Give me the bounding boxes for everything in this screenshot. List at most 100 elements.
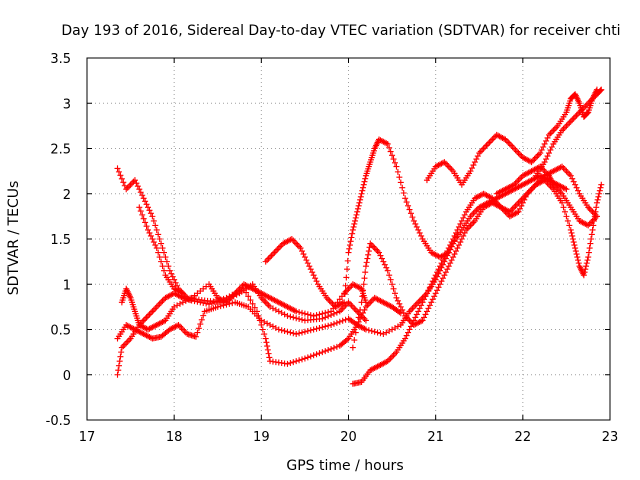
data-point [307,312,314,319]
data-point [394,297,401,304]
data-point [425,287,432,294]
data-point [566,222,573,229]
data-point [162,254,169,261]
data-point [336,318,343,325]
data-point [598,181,605,188]
data-point [434,269,441,276]
grid [87,58,610,420]
data-point [455,223,462,230]
data-point [437,263,444,270]
x-tick-label: 17 [79,430,96,445]
y-tick-label: 3.5 [50,52,71,67]
data-point [461,211,468,218]
data-point [134,183,141,190]
data-point [284,360,291,367]
data-point [386,272,393,279]
series-sat-j [532,86,605,179]
data-point [262,335,269,342]
data-point [541,140,548,147]
data-point [470,162,477,169]
data-point [322,309,329,316]
data-point [584,257,591,264]
data-point [349,230,356,237]
data-point [278,327,285,334]
data-point [313,312,320,319]
data-point [316,324,323,331]
data-point [458,236,465,242]
data-point [597,87,604,94]
data-point [319,349,326,356]
data-point [413,311,420,318]
data-point [195,325,202,332]
y-axis-label: SDTVAR / TECUs [6,181,22,296]
data-point [519,199,526,206]
x-tick-label: 19 [253,430,270,445]
data-point [460,232,467,239]
data-point [197,321,204,328]
data-point [330,344,337,351]
data-point [357,306,364,313]
data-point [287,313,294,320]
data-point [158,240,165,247]
data-point [360,181,367,188]
data-point [538,147,545,154]
data-point [349,226,356,233]
data-point [339,317,346,324]
data-point [362,317,369,324]
data-point [365,327,372,334]
data-point [426,302,433,309]
data-point [115,168,122,175]
data-point [245,293,252,300]
data-point [333,319,340,326]
data-point [357,193,364,200]
data-point [368,328,375,335]
data-point [540,143,547,150]
data-point [249,300,256,307]
data-point [296,309,303,316]
data-point [158,258,165,265]
data-point [325,347,332,354]
data-point [155,249,162,256]
data-point [396,174,403,181]
data-point [569,236,576,242]
data-point [394,168,401,175]
data-point [194,329,201,336]
data-point [384,267,391,274]
data-point [344,266,351,273]
data-point [592,208,599,215]
data-point [405,202,412,209]
data-point [168,270,175,277]
data-point [572,181,579,188]
data-point [304,260,311,267]
data-point [142,198,149,205]
data-point [544,134,551,141]
data-point [290,359,297,366]
data-point [259,326,266,333]
data-point [169,273,176,280]
data-point [543,156,550,163]
data-point [299,316,306,323]
data-point [380,258,387,265]
data-point [296,330,303,337]
data-marks [114,86,605,387]
data-point [447,242,454,249]
data-point [354,208,361,215]
data-point [441,254,448,261]
data-point [419,317,426,324]
data-point [409,214,416,221]
data-point [299,248,306,255]
data-point [575,257,582,264]
chart-title: Day 193 of 2016, Sidereal Day-to-day VTE… [61,23,620,39]
data-point [403,332,410,339]
data-point [352,329,359,336]
data-point [596,187,603,194]
data-point [293,358,300,365]
data-point [400,309,407,316]
data-point [461,229,468,236]
data-point [116,358,123,365]
data-point [445,263,452,270]
data-point [360,281,367,288]
data-point [322,348,329,355]
data-point [306,263,313,270]
